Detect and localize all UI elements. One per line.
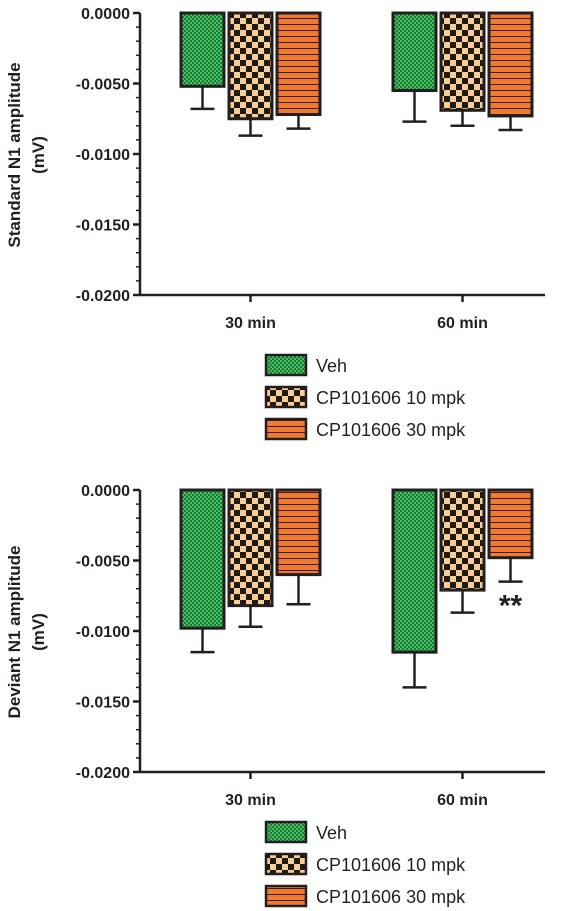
legend-label: CP101606 10 mpk <box>316 855 466 875</box>
bar-veh-0 <box>179 11 226 88</box>
bars: ** <box>179 488 534 689</box>
bar-checker-0 <box>227 488 274 608</box>
bar-checker-1 <box>439 488 486 592</box>
y-tick-label: -0.0150 <box>76 218 130 235</box>
y-axis-title-line-1: Standard N1 amplitude <box>5 62 24 247</box>
bar-stripe-0 <box>275 11 322 117</box>
legend: Veh CP101606 10 mpk CP101606 30 mpk <box>264 353 466 441</box>
legend-swatch-veh <box>264 820 308 844</box>
bar-stripe-1 <box>487 488 534 560</box>
y-tick-label: 0.0000 <box>81 6 130 23</box>
axes: 0.0000 -0.0050 -0.0100 -0.0150 -0.0200 30 min… <box>76 6 545 332</box>
y-tick-label: -0.0050 <box>76 77 130 94</box>
y-tick-label: -0.0200 <box>76 288 130 305</box>
legend-label: Veh <box>316 823 347 843</box>
bar-checker-1 <box>439 11 486 112</box>
bar-stripe-1 <box>487 11 534 118</box>
legend-label: Veh <box>316 356 347 376</box>
legend-swatch-stripe <box>264 884 308 908</box>
y-axis-title-line-1: Deviant N1 amplitude <box>5 546 24 719</box>
legend-swatch-stripe <box>264 417 308 441</box>
y-axis-title-line-2: (mV) <box>29 136 48 174</box>
legend-label: CP101606 30 mpk <box>316 420 466 440</box>
y-tick-label: 0.0000 <box>81 483 130 500</box>
y-tick-label: -0.0050 <box>76 554 130 571</box>
standard-n1-panel: Standard N1 amplitude (mV) 0.0000 -0.0050… <box>5 6 545 441</box>
bar-stripe-0 <box>275 488 322 577</box>
legend: Veh CP101606 10 mpk CP101606 30 mpk <box>264 820 466 908</box>
x-tick-label: 30 min <box>225 792 276 809</box>
bar-checker-0 <box>227 11 274 121</box>
legend-label: CP101606 10 mpk <box>316 388 466 408</box>
y-tick-label: -0.0100 <box>76 147 130 164</box>
legend-swatch-checker <box>264 852 308 876</box>
legend-swatch-veh <box>264 353 308 377</box>
bar-veh-1 <box>391 11 438 93</box>
x-tick-label: 60 min <box>437 315 488 332</box>
axes: 0.0000 -0.0050 -0.0100 -0.0150 -0.0200 30 min… <box>76 483 545 809</box>
bar-veh-0 <box>179 488 226 630</box>
x-tick-label: 60 min <box>437 792 488 809</box>
deviant-n1-panel: Deviant N1 amplitude (mV) 0.0000 -0.0050 -… <box>5 483 545 908</box>
bars <box>179 11 534 137</box>
y-axis-title-line-2: (mV) <box>29 613 48 651</box>
x-tick-label: 30 min <box>225 315 276 332</box>
significance-marker: ** <box>499 590 523 623</box>
y-tick-label: -0.0200 <box>76 765 130 782</box>
legend-swatch-checker <box>264 385 308 409</box>
legend-label: CP101606 30 mpk <box>316 887 466 907</box>
y-tick-label: -0.0150 <box>76 695 130 712</box>
bar-veh-1 <box>391 488 438 654</box>
y-tick-label: -0.0100 <box>76 624 130 641</box>
